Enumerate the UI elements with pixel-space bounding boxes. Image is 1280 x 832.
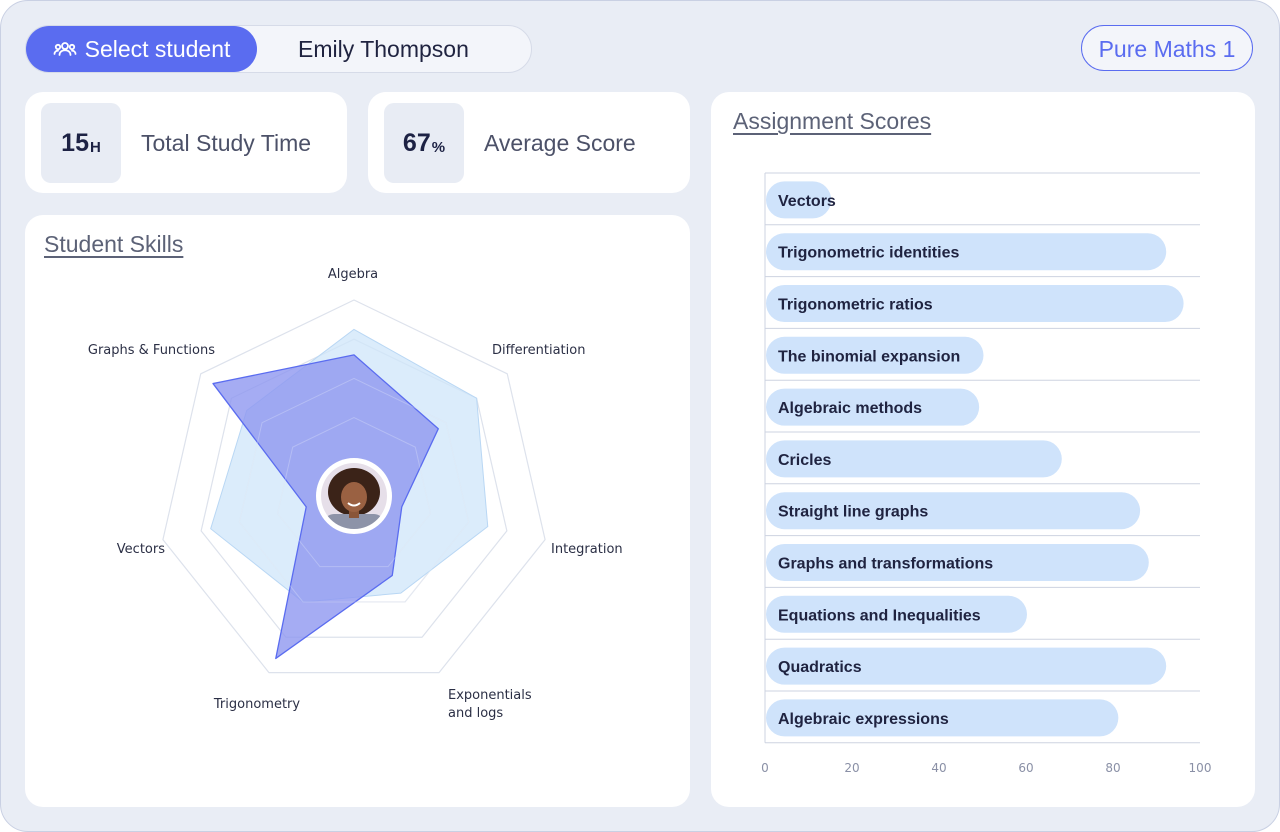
bar-label: Equations and Inequalities [778,607,981,624]
student-selector: Select student Emily Thompson [25,25,532,73]
select-student-button[interactable]: Select student [26,26,257,72]
score-bar[interactable] [766,336,984,374]
bar-label: Cricles [778,452,831,469]
radar-axis-label: Vectors [117,542,165,557]
course-badge[interactable]: Pure Maths 1 [1081,25,1253,71]
bar-label: Algebraic methods [778,400,922,417]
assignment-scores-card: Assignment Scores Vectors Trigonometric i… [711,92,1255,807]
bar-label: Algebraic expressions [778,711,949,728]
skills-radar-chart: Algebra Differentiation Integration Exponen… [88,267,623,721]
assignment-scores-title: Assignment Scores [733,108,932,134]
average-score-label: Average Score [484,130,636,156]
x-tick-label: 0 [761,761,769,775]
bar-label: The binomial expansion [778,348,960,365]
score-bar[interactable] [766,647,1167,685]
users-icon [53,42,77,56]
study-time-card: 15 H Total Study Time [25,92,347,193]
bar-label: Trigonometric ratios [778,297,933,314]
bar-label: Graphs and transformations [778,556,993,573]
average-score-value: 67% [384,103,464,183]
radar-axis-label: and logs [448,706,503,721]
radar-inner-ring [277,417,431,568]
x-tick-label: 80 [1105,761,1120,775]
select-student-label: Select student [84,35,231,62]
x-tick-label: 40 [931,761,946,775]
bar-label: Trigonometric identities [778,245,959,262]
x-tick-label: 20 [844,761,859,775]
score-bar[interactable] [766,595,1027,633]
score-bar[interactable] [766,699,1119,737]
radar-axis-label: Differentiation [492,343,585,358]
average-score-card: 67% Average Score [368,92,690,193]
bar-label: Quadratics [778,659,862,676]
radar-axis-label: Trigonometry [213,697,300,712]
study-time-value: 15 H [41,103,121,183]
student-skills-card: Student Skills Algebra Differentiation Int… [25,215,690,807]
bar-label: Vectors [778,193,836,210]
radar-axis-label: Algebra [328,267,378,282]
score-bar[interactable] [766,544,1149,581]
student-skills-title: Student Skills [44,231,184,257]
radar-grid-ring [162,299,546,674]
x-tick-label: 60 [1018,761,1033,775]
score-bar[interactable] [766,492,1141,530]
radar-inner-ring [238,377,470,603]
score-bar[interactable] [766,181,832,219]
assignment-scores-chart: Vectors Trigonometric identities Trigonome… [761,172,1212,775]
radar-grid-ring [200,338,508,638]
score-bar[interactable] [766,233,1167,271]
radar-axis-label: Graphs & Functions [88,343,215,358]
x-tick-label: 100 [1189,761,1212,775]
score-bar[interactable] [766,440,1062,478]
radar-axis-label: Integration [551,542,623,557]
student-avatar[interactable] [316,458,392,534]
score-bar[interactable] [766,388,980,426]
bar-label: Straight line graphs [778,504,928,521]
score-bar[interactable] [766,285,1184,322]
radar-axis-label: Exponentials [448,688,532,703]
student-name[interactable]: Emily Thompson [298,36,469,62]
study-time-label: Total Study Time [141,130,312,156]
